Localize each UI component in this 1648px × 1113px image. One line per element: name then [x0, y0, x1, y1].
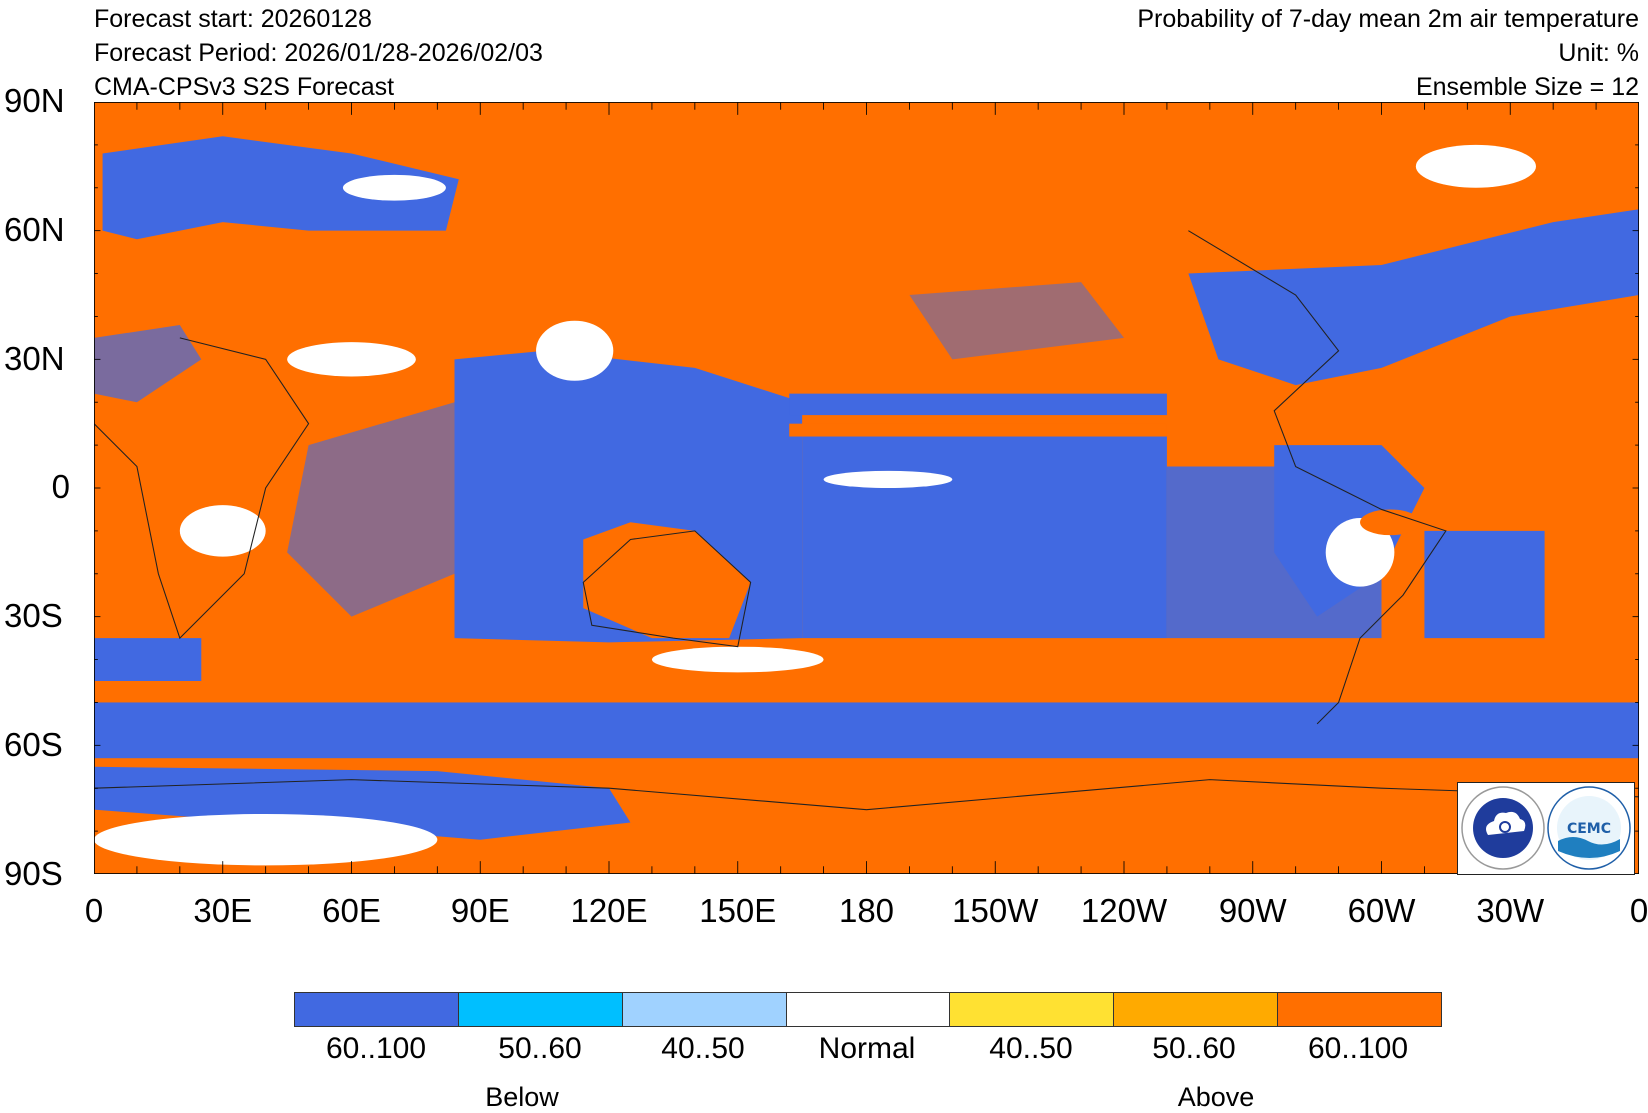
central-pacific-below [802, 436, 1167, 639]
pacific-above-strip [789, 423, 1167, 437]
lat-label: 60N [4, 211, 65, 248]
greenland-normal [1415, 144, 1536, 188]
legend-label: Normal [818, 1032, 916, 1065]
logos: CEMC [1457, 782, 1635, 875]
legend-swatch-above-60-100 [1278, 993, 1442, 1026]
legend-label: 50..60 [498, 1032, 582, 1065]
svg-text:CEMC: CEMC [1567, 821, 1611, 837]
lat-label: 30N [4, 340, 65, 377]
lon-label: 120E [570, 892, 648, 929]
legend-colorbar [294, 992, 1442, 1027]
forecast-start: Forecast start: 20260128 [94, 5, 372, 33]
model-name: CMA-CPSv3 S2S Forecast [94, 73, 395, 101]
sea-normal [651, 646, 824, 673]
coastlines [94, 230, 1639, 811]
antarctica-normal [94, 813, 438, 866]
lon-label: 60E [322, 892, 381, 929]
legend-below-label: Below [485, 1082, 559, 1112]
lon-label: 120W [1080, 892, 1168, 929]
legend-label: 40..50 [989, 1032, 1073, 1065]
south-america-above [1360, 509, 1421, 536]
forecast-period: Forecast Period: 2026/01/28-2026/02/03 [94, 39, 543, 67]
africa-normal [179, 505, 266, 557]
legend-swatch-above-50-60 [1114, 993, 1279, 1026]
lon-label: 90E [450, 892, 510, 929]
legend-label: 40..50 [661, 1032, 745, 1065]
lon-label: 30W [1476, 892, 1545, 929]
lon-label: 150W [952, 892, 1039, 929]
alaska-below [909, 282, 1124, 360]
siberia-below [102, 136, 459, 240]
lon-label: 0 [1629, 892, 1648, 929]
australia-above [583, 522, 751, 639]
legend-label: 60..100 [325, 1032, 427, 1065]
lon-label: 30E [193, 892, 253, 929]
lon-label: 150E [699, 892, 777, 929]
legend-swatch-above-40-50 [950, 993, 1115, 1026]
above-patches [583, 423, 1421, 639]
china-normal [536, 320, 614, 381]
ensemble-size: Ensemble Size = 12 [1415, 73, 1639, 101]
south-atlantic-below [1424, 530, 1545, 639]
north-america-below [1188, 209, 1639, 386]
cemc-logo-icon: CEMC [1547, 786, 1631, 870]
legend-label: 50..60 [1152, 1032, 1236, 1065]
unit-label: Unit: % [1558, 39, 1639, 67]
siberia-normal [342, 174, 446, 201]
lon-label: 0 [84, 892, 104, 929]
lat-label: 90N [4, 82, 65, 119]
southern-ocean-band2 [94, 638, 202, 681]
south-america-normal [1325, 518, 1395, 587]
europe-below [94, 325, 202, 403]
lon-label: 60W [1347, 892, 1416, 929]
legend-swatch-below-60-100 [295, 993, 459, 1026]
lon-label: 90W [1218, 892, 1287, 929]
legend-swatch-below-50-60 [458, 993, 623, 1026]
legend-swatch-normal [786, 993, 951, 1026]
lat-label: 90S [4, 855, 63, 892]
indian-ocean-below [287, 402, 455, 617]
legend-label: 60..100 [1307, 1032, 1409, 1065]
map-title: Probability of 7-day mean 2m air tempera… [1137, 5, 1639, 33]
lon-label: 180 [838, 892, 895, 929]
probability-map [94, 102, 1639, 874]
cma-logo-icon [1461, 786, 1545, 870]
lat-label: 30S [4, 597, 63, 634]
north-pacific-strip-below [789, 393, 1167, 416]
lat-label: 0 [51, 468, 70, 505]
legend-above-label: Above [1177, 1082, 1255, 1112]
legend-swatch-below-40-50 [622, 993, 787, 1026]
southern-ocean-below [94, 702, 1639, 759]
lat-label: 60S [4, 726, 63, 763]
normal-regions [94, 144, 1536, 866]
indian-normal [287, 342, 416, 377]
pacific-normal [823, 470, 953, 488]
